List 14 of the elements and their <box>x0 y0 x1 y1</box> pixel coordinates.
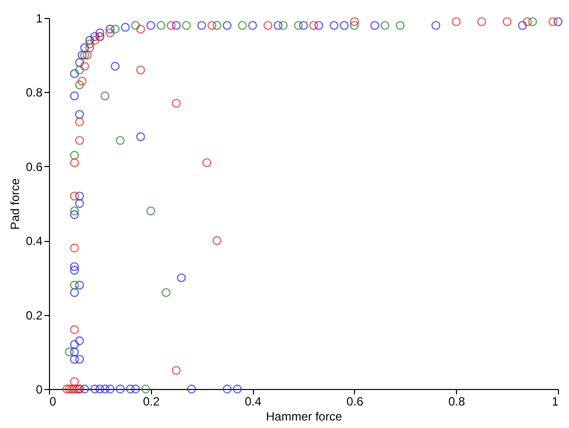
y-tick-label: 0.6 <box>26 160 43 174</box>
y-tick-label: 0.4 <box>26 234 43 248</box>
x-tick-label: 0 <box>50 394 56 408</box>
y-tick-label: 0 <box>36 382 43 396</box>
x-tick-label: 0.4 <box>244 394 262 408</box>
y-axis-title: Pad force <box>8 178 22 230</box>
x-axis-title: Hammer force <box>266 410 342 424</box>
x-tick-label: 0.2 <box>142 394 160 408</box>
x-tick-label: 1 <box>552 394 559 408</box>
y-tick-label: 0.2 <box>26 308 43 322</box>
y-tick-label: 0.8 <box>26 86 43 100</box>
x-tick-label: 0.8 <box>448 394 466 408</box>
x-tick-label: 0.6 <box>346 394 364 408</box>
y-tick-label: 1 <box>36 12 43 26</box>
